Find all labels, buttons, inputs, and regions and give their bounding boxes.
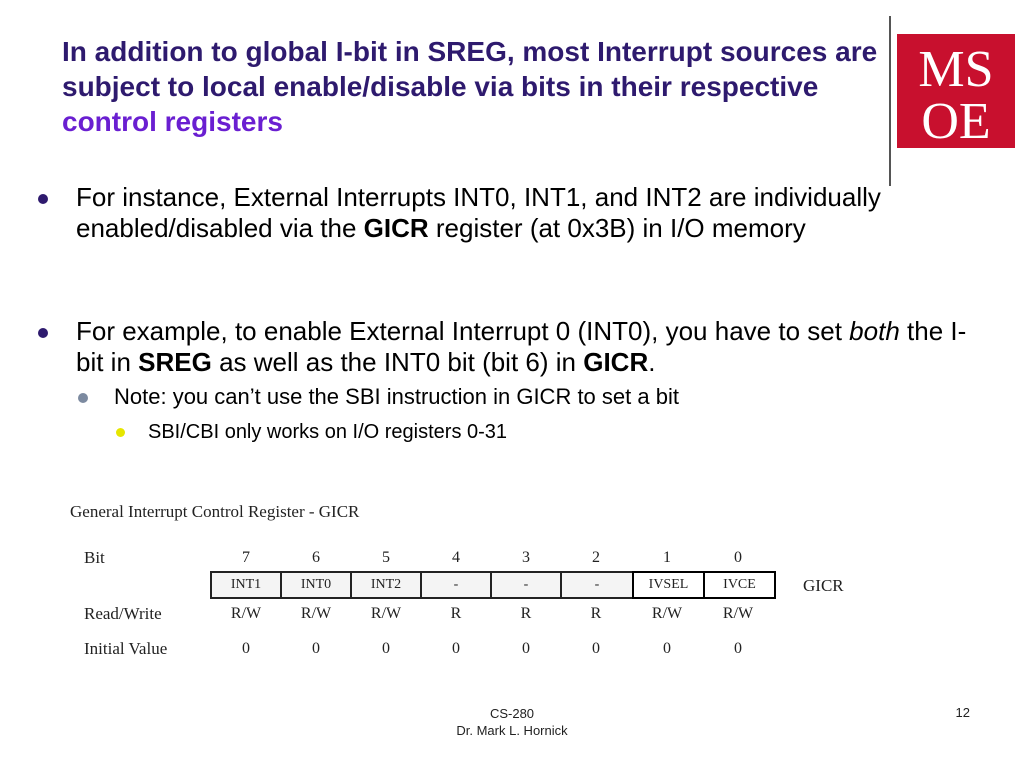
bullet-dot <box>38 328 48 338</box>
register-title: General Interrupt Control Register - GIC… <box>70 502 360 521</box>
init-cell: 0 <box>592 640 600 657</box>
rw-cell: R/W <box>230 605 262 622</box>
rw-cell: R <box>590 605 602 622</box>
register-bit-cell: - <box>560 571 634 599</box>
init-cell: 0 <box>382 640 390 657</box>
register-bit-cell: IVSEL <box>632 571 705 599</box>
sub-bullet-dot <box>78 393 88 403</box>
sub-bullet-text: Note: you can’t use the SBI instruction … <box>114 384 679 409</box>
sub-sub-bullet-text: SBI/CBI only works on I/O registers 0-31 <box>148 421 508 443</box>
bit-row-label: Bit <box>84 548 105 567</box>
init-cell: 0 <box>242 640 250 657</box>
bit-number: 0 <box>734 549 742 566</box>
rw-cell: R/W <box>300 605 332 622</box>
bit-number: 2 <box>592 549 600 566</box>
rw-row-label: Read/Write <box>84 604 162 623</box>
bit-number: 3 <box>522 549 530 566</box>
slide-title: In addition to global I-bit in SREG, mos… <box>62 34 882 139</box>
page-number: 12 <box>955 705 970 720</box>
register-bit-cell: - <box>490 571 562 599</box>
init-row-label: Initial Value <box>84 639 168 658</box>
register-name: GICR <box>803 576 844 595</box>
rw-cell: R/W <box>651 605 683 622</box>
bullet-2-text: For example, to enable External Interrup… <box>76 316 850 346</box>
register-bit-cell: INT1 <box>210 571 282 599</box>
bit-number: 7 <box>242 549 250 566</box>
svg-text:MS: MS <box>918 41 993 98</box>
bullet-2-bold-sreg: SREG <box>138 347 212 377</box>
init-cell: 0 <box>522 640 530 657</box>
bullet-dot <box>38 194 48 204</box>
rw-cell: R <box>450 605 462 622</box>
register-bit-cell: IVCE <box>703 571 776 599</box>
footer: CS-280 Dr. Mark L. Hornick <box>412 705 612 739</box>
init-cell: 0 <box>734 640 742 657</box>
bullet-2-bold-gicr: GICR <box>583 347 649 377</box>
init-cell: 0 <box>663 640 671 657</box>
bullet-1-text-end: register (at 0x3B) in I/O memory <box>428 213 806 243</box>
bullet-2-text-3: as well as the INT0 bit (bit 6) in <box>211 347 584 377</box>
bullet-2-text-2: the I-bit in <box>76 316 967 377</box>
init-cell: 0 <box>312 640 320 657</box>
bullet-2-italic: both <box>849 316 900 346</box>
bit-number: 6 <box>312 549 320 566</box>
bit-number: 5 <box>382 549 390 566</box>
bullet-2-text-4: . <box>648 347 656 377</box>
title-accent: control registers <box>62 106 283 137</box>
svg-text:OE: OE <box>921 93 990 148</box>
bullet-1-bold: GICR <box>363 213 429 243</box>
init-cell: 0 <box>452 640 460 657</box>
sub-sub-bullet-dot <box>116 428 125 437</box>
title-text: In addition to global I-bit in SREG, mos… <box>62 36 878 102</box>
register-bit-cell: - <box>420 571 492 599</box>
bit-number: 1 <box>663 549 671 566</box>
register-bit-cell: INT2 <box>350 571 422 599</box>
rw-cell: R/W <box>722 605 754 622</box>
footer-course: CS-280 <box>489 706 535 721</box>
footer-author: Dr. Mark L. Hornick <box>456 723 568 738</box>
rw-cell: R <box>520 605 532 622</box>
rw-cell: R/W <box>370 605 402 622</box>
msoe-logo: MS OE <box>897 34 1015 148</box>
register-bit-cell: INT0 <box>280 571 352 599</box>
divider-line <box>889 16 891 186</box>
bit-number: 4 <box>452 549 460 566</box>
bullet-1-text: For instance, External Interrupts INT0, … <box>76 182 881 243</box>
